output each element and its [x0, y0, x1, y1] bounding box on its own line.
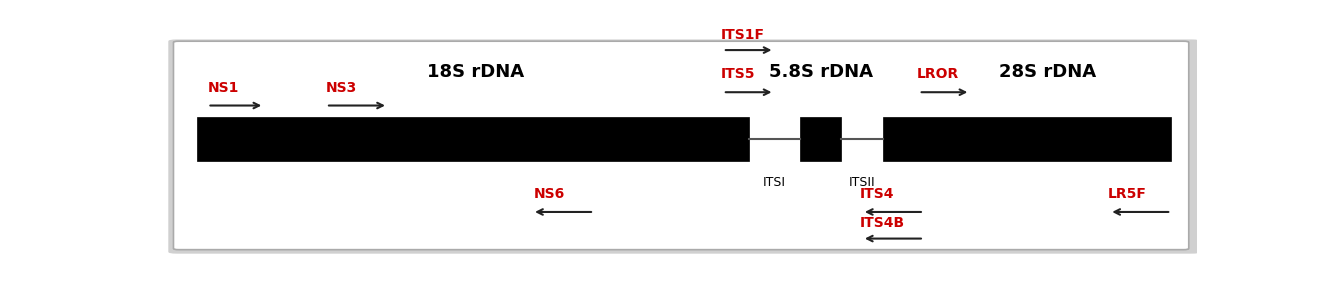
- Bar: [801, 117, 842, 161]
- Text: ITS5: ITS5: [721, 67, 755, 82]
- Text: 28S rDNA: 28S rDNA: [999, 63, 1096, 81]
- Text: ITSII: ITSII: [849, 177, 875, 190]
- Text: ITS1F: ITS1F: [721, 28, 765, 41]
- Text: NS1: NS1: [207, 81, 239, 95]
- Text: LR5F: LR5F: [1108, 187, 1146, 201]
- Bar: [197, 117, 749, 161]
- Text: 5.8S rDNA: 5.8S rDNA: [769, 63, 872, 81]
- FancyBboxPatch shape: [169, 39, 1200, 254]
- Text: 18S rDNA: 18S rDNA: [427, 63, 524, 81]
- Text: NS6: NS6: [535, 187, 565, 201]
- Bar: [883, 117, 1172, 161]
- Text: NS3: NS3: [326, 81, 358, 95]
- Text: ITS4: ITS4: [861, 187, 895, 201]
- Text: LROR: LROR: [916, 67, 959, 82]
- Text: ITS4B: ITS4B: [861, 216, 906, 230]
- Text: ITSI: ITSI: [763, 177, 786, 190]
- FancyBboxPatch shape: [173, 41, 1189, 250]
